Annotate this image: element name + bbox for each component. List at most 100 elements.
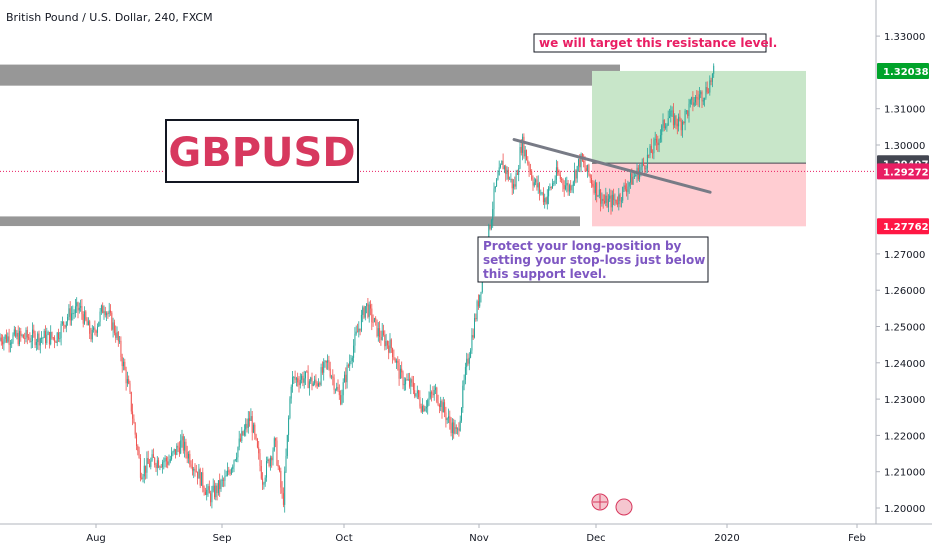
candle-body <box>120 340 122 357</box>
descending-trendline[interactable] <box>512 138 712 194</box>
candle-body <box>253 424 254 433</box>
candle-body <box>415 393 417 397</box>
candle-body <box>386 341 388 346</box>
loss-zone[interactable] <box>592 163 806 227</box>
candle-body <box>388 345 390 353</box>
resistance-note[interactable]: we will target this resistance level. <box>533 33 777 53</box>
price-tag[interactable]: 1.32038 <box>877 63 929 80</box>
candle-body <box>117 332 119 342</box>
candle-body <box>280 470 282 488</box>
candle-body <box>606 195 608 208</box>
event-flag-icon[interactable] <box>591 493 633 516</box>
price-tag-label: 1.32038 <box>883 67 929 78</box>
candle-body <box>173 449 175 452</box>
candle-body <box>518 168 520 175</box>
candle-body <box>30 341 32 342</box>
candle-body <box>219 480 221 490</box>
candle-body <box>383 330 384 335</box>
candle-body <box>477 301 479 307</box>
candle-body <box>199 469 201 486</box>
candle-body <box>264 477 266 484</box>
candle-body <box>632 176 634 185</box>
candle-body <box>208 486 210 494</box>
candle-body <box>78 307 80 311</box>
candle-body <box>363 307 365 318</box>
time-axis[interactable]: Aug Sep Oct Nov Dec 2020 Feb <box>0 523 932 544</box>
time-tick-label: Nov <box>469 533 489 544</box>
price-tick-label: 1.27000 <box>884 250 925 261</box>
candle-body <box>675 115 677 124</box>
candle-body <box>152 454 154 458</box>
candle-body <box>107 313 109 314</box>
candle-body <box>633 176 635 177</box>
candle-body <box>468 357 470 364</box>
candle-body <box>149 463 150 467</box>
candle-body <box>682 121 683 131</box>
candle-body <box>438 405 440 408</box>
candle-body <box>48 331 50 345</box>
candle-body <box>281 487 283 494</box>
candle-body <box>163 461 165 463</box>
candle-body <box>310 377 312 382</box>
candle-body <box>505 166 507 175</box>
candle-body <box>329 368 331 377</box>
candle-body <box>167 461 169 465</box>
candle-body <box>164 458 166 462</box>
resistance-note-box <box>533 33 767 53</box>
candle-body <box>553 183 555 184</box>
support-zone[interactable] <box>0 216 580 227</box>
candle-body <box>471 335 473 351</box>
price-tick-label: 1.26000 <box>884 286 925 297</box>
candle-body <box>215 485 217 498</box>
candle-body <box>390 339 392 349</box>
candle-body <box>71 313 72 321</box>
candle-body <box>470 350 472 358</box>
candle-body <box>357 331 358 333</box>
price-tag[interactable]: 1.27762 <box>877 218 929 235</box>
profit-zone[interactable] <box>592 70 806 164</box>
candle-body <box>337 386 339 392</box>
candle-body <box>351 357 353 361</box>
time-tick-label: Oct <box>335 533 352 544</box>
candle-body <box>299 379 301 386</box>
candle-body <box>204 491 206 495</box>
candle-body <box>455 427 457 429</box>
candle-body <box>106 313 108 316</box>
candle-body <box>203 487 205 492</box>
price-tag[interactable]: 1.29272 <box>877 163 929 180</box>
lines-layer <box>512 138 712 194</box>
chart-title: British Pound / U.S. Dollar, 240, FXCM <box>6 11 213 24</box>
candle-body <box>406 379 408 381</box>
candle-body <box>214 485 215 498</box>
candle-body <box>619 194 621 201</box>
candle-body <box>54 337 56 342</box>
candle-body <box>91 329 93 340</box>
price-axis[interactable]: 1.33000 1.31000 1.30000 1.27000 1.26000 1.250… <box>875 0 929 524</box>
candle-body <box>700 91 702 95</box>
candle-body <box>545 198 547 204</box>
candle-body <box>397 360 399 363</box>
candle-body <box>423 405 425 412</box>
candle-body <box>195 471 197 473</box>
candle-body <box>65 321 67 328</box>
support-note[interactable]: Protect your long-position by setting yo… <box>477 236 709 283</box>
candle-body <box>89 321 91 334</box>
candle-body <box>506 169 508 175</box>
candle-body <box>37 333 39 343</box>
candle-body <box>73 313 75 314</box>
candle-body <box>646 154 648 169</box>
candle-body <box>611 194 613 208</box>
candle-body <box>80 306 82 308</box>
candle-body <box>402 372 404 386</box>
candle-body <box>407 379 409 380</box>
candle-body <box>392 348 394 358</box>
candle-body <box>630 173 631 183</box>
resistance-zone[interactable] <box>0 64 620 86</box>
candle-body <box>653 139 655 154</box>
candle-body <box>77 302 79 311</box>
candle-body <box>641 162 643 168</box>
candle-body <box>338 391 340 396</box>
ticker-box[interactable]: GBPUSD <box>165 119 359 183</box>
